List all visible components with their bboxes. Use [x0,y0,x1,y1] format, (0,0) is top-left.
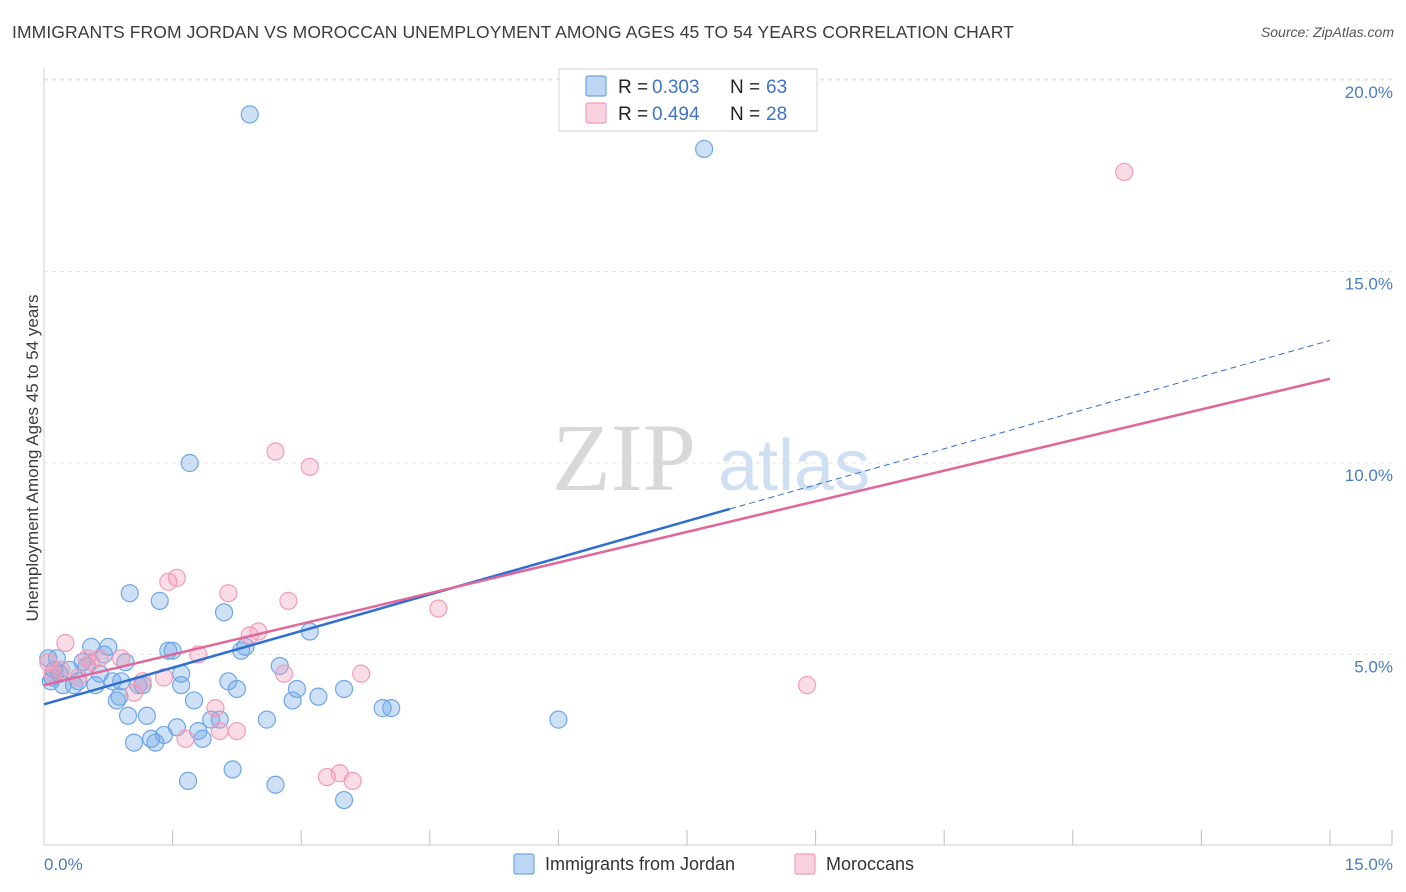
jordan-point-23 [120,584,139,603]
moroccan-point-6 [82,653,101,672]
bottom-legend-swatch-jordan [513,853,535,875]
moroccan-point-17 [210,721,229,741]
jordan-point-63 [695,139,714,159]
moroccan-point-16 [206,699,225,718]
watermark: ZIP atlas [552,404,870,511]
legend-n-label-blue: N = [730,77,760,98]
jordan-point-27 [137,706,156,725]
moroccan-point-3 [56,633,75,653]
jordan-trend-line [43,507,731,706]
moroccan-point-31 [797,676,817,695]
jordan-point-22 [118,706,138,725]
jordan-point-59 [334,679,354,699]
jordan-point-58 [334,790,354,810]
moroccan-point-29 [352,664,371,683]
bottom-legend-label-moroccans: Moroccans [826,854,914,874]
correlation-legend: R = 0.303 N = 63 R = 0.494 N = 28 [558,68,818,132]
legend-swatch-pink [585,102,607,124]
legend-r-label-blue: R = [618,77,648,98]
legend-n-label-pink: N = [730,104,760,125]
jordan-point-24 [124,733,144,752]
moroccan-point-14 [176,729,195,748]
axes [43,68,1393,846]
legend-r-value-blue: 0.303 [652,77,700,98]
jordan-point-19 [110,687,129,706]
bottom-legend-swatch-moroccans [794,853,816,875]
moroccan-point-7 [90,649,109,668]
trend-lines [43,339,1331,706]
bottom-legend-label-jordan: Immigrants from Jordan [545,854,735,874]
moroccan-point-22 [266,442,285,461]
moroccan-point-18 [219,584,238,603]
jordan-point-46 [223,760,242,779]
jordan-point-54 [283,691,302,710]
jordan-point-38 [180,453,199,473]
moroccan-point-2 [52,660,71,679]
moroccan-point-12 [159,572,178,591]
y-tick-labels: 5.0% 10.0% 15.0% 20.0% [1345,83,1393,677]
y-tick-label-3: 20.0% [1345,83,1393,102]
chart-title: IMMIGRANTS FROM JORDAN VS MOROCCAN UNEMP… [12,22,1014,42]
legend-swatch-blue [585,75,607,97]
legend-box [558,68,818,132]
jordan-point-50 [240,105,259,124]
source-label: Source: ZipAtlas.com [1260,24,1394,40]
y-tick-label-1: 10.0% [1345,466,1393,485]
jordan-point-55 [287,679,307,699]
moroccan-point-32 [1115,162,1134,182]
legend-n-value-blue: 63 [766,77,787,98]
moroccan-point-28 [343,771,362,790]
jordan-point-52 [266,775,285,794]
watermark-atlas: atlas [718,426,870,506]
jordan-point-30 [150,591,169,610]
jordan-point-62 [549,710,568,729]
x-tick-label-0: 0.0% [44,855,83,874]
jordan-trend-extension [729,339,1331,510]
legend-r-label-pink: R = [618,104,648,125]
moroccan-point-25 [300,457,319,476]
watermark-zip: ZIP [552,404,696,511]
jordan-point-37 [178,771,198,790]
y-axis-label: Unemployment Among Ages 45 to 54 years [23,295,42,622]
y-tick-label-2: 15.0% [1345,275,1393,294]
legend-n-value-pink: 28 [766,104,787,125]
y-tick-label-0: 5.0% [1354,658,1393,677]
jordan-point-61 [382,699,401,718]
series-legend: Immigrants from Jordan Moroccans [513,853,914,875]
jordan-point-39 [184,691,204,710]
moroccan-point-30 [429,599,448,618]
jordan-point-44 [214,603,234,622]
x-tick-label-1: 15.0% [1345,855,1393,874]
jordan-point-41 [193,729,212,748]
moroccan-trend-line [43,377,1331,687]
x-tick-labels: 0.0% 15.0% [44,855,1393,874]
moroccan-point-19 [227,721,246,741]
grid-lines [44,78,1392,655]
jordan-point-51 [257,710,277,729]
legend-r-value-pink: 0.494 [652,104,700,125]
moroccan-point-24 [279,591,298,610]
jordan-point-47 [227,679,246,699]
jordan-point-57 [309,687,328,706]
moroccan-point-23 [274,664,294,683]
moroccan-point-13 [167,568,186,588]
